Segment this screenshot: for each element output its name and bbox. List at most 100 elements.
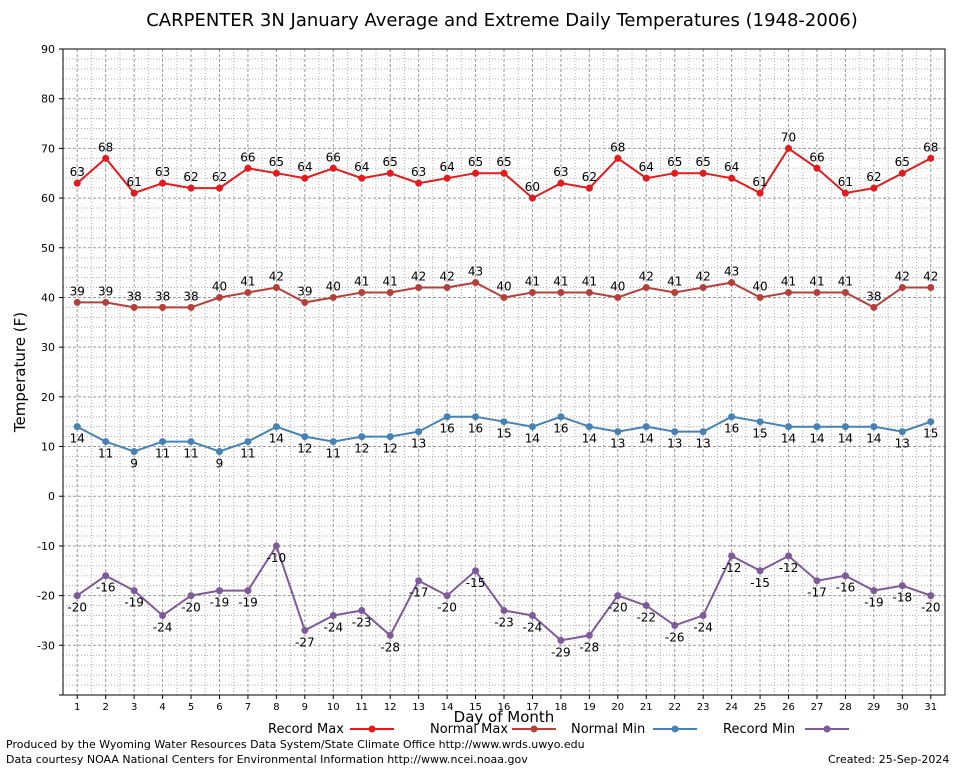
series-point [841,288,849,296]
data-label: 11 [240,447,255,461]
data-label: 39 [297,284,312,298]
series-point [272,423,280,431]
data-label: -17 [807,586,827,600]
legend-swatch-marker [823,725,831,733]
series-point [102,572,110,580]
data-label: 43 [724,265,739,279]
series-point [756,293,764,301]
series-point [215,293,223,301]
series-point [244,164,252,172]
footer-courtesy: Data courtesy NOAA National Centers for … [6,753,528,766]
data-label: 14 [866,432,881,446]
x-tick-label: 9 [302,702,308,713]
data-label: -24 [153,620,173,634]
series-point [272,169,280,177]
y-tick-label: 70 [41,142,55,155]
series-point [244,587,252,595]
series-point [557,288,565,296]
series-point [329,611,337,619]
series-point [785,288,793,296]
series-point [443,592,451,600]
series-point [614,293,622,301]
series-point [699,428,707,436]
data-label: 68 [923,140,938,154]
data-label: 42 [439,270,454,284]
series-point [187,303,195,311]
data-label: 12 [383,442,398,456]
data-label: 42 [696,270,711,284]
x-tick-label: 5 [188,702,194,713]
series-point [898,582,906,590]
data-label: 66 [240,150,255,164]
series-point [159,179,167,187]
series-point [870,587,878,595]
series-point [415,179,423,187]
data-label: 40 [752,279,767,293]
data-label: 65 [468,155,483,169]
series-point [813,288,821,296]
data-label: 13 [411,437,426,451]
series-point [898,169,906,177]
series-point [244,288,252,296]
series-point [841,572,849,580]
series-point [272,284,280,292]
data-label: 41 [781,274,796,288]
data-label: 14 [809,432,824,446]
data-label: -16 [836,581,856,595]
data-label: 42 [411,270,426,284]
x-tick-label: 16 [498,702,511,713]
x-tick-label: 10 [327,702,340,713]
data-label: 38 [866,289,881,303]
series-point [73,423,81,431]
data-label: -28 [580,640,600,654]
data-label: 65 [667,155,682,169]
series-point [785,144,793,152]
series-point [215,184,223,192]
data-label: 41 [240,274,255,288]
data-label: -19 [238,596,258,610]
series-point [73,179,81,187]
data-label: 63 [411,165,426,179]
data-label: -10 [267,551,287,565]
x-tick-label: 17 [526,702,539,713]
series-point [500,607,508,615]
series-point [472,413,480,421]
series-point [642,174,650,182]
data-label: 42 [923,270,938,284]
series-point [728,552,736,560]
data-label: 68 [98,140,113,154]
series-point [329,438,337,446]
series-point [272,542,280,550]
series-point [215,587,223,595]
series-point [756,189,764,197]
footer-created: Created: 25-Sep-2024 [828,753,950,766]
series-point [614,154,622,162]
y-tick-label: 0 [48,490,55,503]
data-label: 16 [553,422,568,436]
series-point [614,428,622,436]
x-tick-label: 15 [469,702,482,713]
data-label: 38 [155,289,170,303]
legend-label: Record Min [723,722,795,737]
series-point [728,174,736,182]
data-label: -22 [636,611,656,625]
x-tick-label: 18 [555,702,568,713]
series-point [415,284,423,292]
series-point [642,284,650,292]
legend-label: Record Max [268,722,344,737]
y-tick-label: -10 [37,540,55,553]
data-label: 42 [269,270,284,284]
data-label: 42 [639,270,654,284]
data-label: 13 [696,437,711,451]
x-tick-label: 28 [839,702,852,713]
y-tick-label: 90 [41,43,55,56]
data-label: 41 [838,274,853,288]
data-label: -24 [323,620,343,634]
legend-swatch-marker [530,725,538,733]
series-point [159,303,167,311]
data-label: 42 [895,270,910,284]
x-tick-label: 26 [782,702,795,713]
data-label: 41 [354,274,369,288]
data-label: -19 [864,596,884,610]
